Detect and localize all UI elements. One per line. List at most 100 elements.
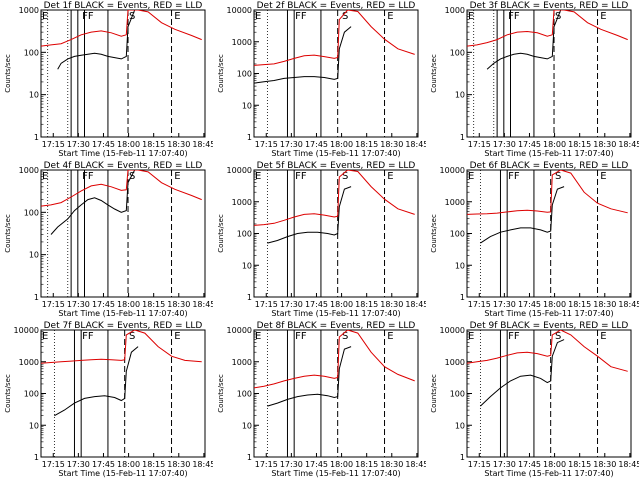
- events-series-line: [50, 170, 136, 235]
- x-tick-label: 17:30: [280, 300, 303, 309]
- x-tick-label: 18:30: [167, 460, 190, 469]
- y-axis-label: Counts/sec: [4, 374, 12, 413]
- y-tick-label: 100: [24, 390, 39, 399]
- x-tick-label: 18:00: [543, 140, 566, 149]
- x-tick-label: 18:00: [330, 140, 353, 149]
- y-tick-label: 10: [29, 421, 39, 430]
- x-tick-label: 17:15: [468, 140, 491, 149]
- y-tick-label: 1000: [232, 198, 252, 207]
- flag-label: E: [468, 331, 474, 342]
- lld-series-line: [41, 170, 202, 207]
- x-axis-label: Start Time (15-Feb-11 17:07:40): [484, 309, 613, 318]
- y-axis-label: Counts/sec: [217, 54, 225, 93]
- y-tick-label: 10: [29, 91, 39, 100]
- x-axis-label: Start Time (15-Feb-11 17:07:40): [271, 469, 400, 478]
- detector-panel-1: Det 1f BLACK = Events, RED = LLD 1 10 100 10…: [4, 1, 213, 158]
- x-tick-label: 18:45: [405, 140, 426, 149]
- x-tick-label: 17:15: [42, 140, 65, 149]
- y-tick-label: 1000: [19, 6, 39, 15]
- y-tick-label: 10000: [227, 326, 252, 335]
- y-axis-label: Counts/sec: [4, 54, 12, 93]
- panel-title: Det 5f BLACK = Events, RED = LLD: [257, 161, 416, 171]
- y-tick-label: 1: [460, 133, 465, 142]
- flag-label: FF: [82, 331, 94, 342]
- x-tick-label: 18:00: [543, 300, 566, 309]
- events-series-line: [267, 346, 352, 407]
- x-tick-label: 17:15: [42, 460, 65, 469]
- x-tick-label: 18:45: [618, 300, 639, 309]
- y-tick-label: 100: [450, 48, 465, 57]
- panel-title: Det 2f BLACK = Events, RED = LLD: [257, 1, 416, 11]
- y-tick-label: 100: [237, 390, 252, 399]
- flag-label: E: [42, 171, 48, 182]
- x-tick-label: 18:15: [568, 300, 591, 309]
- x-tick-label: 18:00: [117, 300, 140, 309]
- flag-label: E: [174, 11, 180, 22]
- plot-frame: [466, 9, 632, 138]
- flag-label: FF: [508, 171, 520, 182]
- x-axis-label: Start Time (15-Feb-11 17:07:40): [271, 309, 400, 318]
- x-axis-label: Start Time (15-Feb-11 17:07:40): [271, 149, 400, 158]
- x-tick-label: 18:15: [355, 300, 378, 309]
- x-tick-label: 17:45: [92, 460, 115, 469]
- plot-frame: [466, 329, 632, 458]
- x-tick-label: 17:45: [305, 300, 328, 309]
- flag-label: FF: [508, 331, 520, 342]
- x-tick-label: 17:45: [305, 140, 328, 149]
- y-axis-label: Counts/sec: [430, 54, 438, 93]
- y-tick-label: 1: [247, 133, 252, 142]
- plot-frame: [40, 169, 206, 298]
- x-tick-label: 18:15: [568, 140, 591, 149]
- flag-label: FF: [295, 171, 307, 182]
- lld-series-line: [467, 170, 628, 215]
- x-tick-label: 18:30: [380, 140, 403, 149]
- x-tick-label: 17:45: [518, 460, 541, 469]
- x-tick-label: 18:45: [618, 460, 639, 469]
- detector-panel-4: Det 4f BLACK = Events, RED = LLD 1 10 100 10…: [4, 161, 213, 318]
- flag-label: E: [42, 331, 48, 342]
- panel-title: Det 6f BLACK = Events, RED = LLD: [470, 161, 629, 171]
- flag-label: E: [600, 331, 606, 342]
- x-tick-label: 17:45: [518, 300, 541, 309]
- x-tick-label: 17:15: [255, 140, 278, 149]
- y-axis-label: Counts/sec: [4, 214, 12, 253]
- flag-label: FF: [508, 11, 520, 22]
- y-tick-label: 1: [34, 133, 39, 142]
- flag-label: E: [387, 171, 393, 182]
- x-tick-label: 18:45: [618, 140, 639, 149]
- lld-series-line: [254, 10, 415, 66]
- y-tick-label: 1000: [445, 358, 465, 367]
- y-tick-label: 10: [242, 101, 252, 110]
- flag-label: FF: [82, 11, 94, 22]
- y-axis-label: Counts/sec: [217, 374, 225, 413]
- y-tick-label: 1: [247, 453, 252, 462]
- y-tick-label: 10000: [440, 166, 465, 175]
- plot-frame: [253, 329, 419, 458]
- flag-label: E: [255, 331, 261, 342]
- x-tick-label: 17:30: [67, 140, 90, 149]
- x-tick-label: 18:15: [355, 460, 378, 469]
- lld-series-line: [467, 330, 628, 372]
- x-tick-label: 17:30: [67, 300, 90, 309]
- panel-title: Det 9f BLACK = Events, RED = LLD: [470, 321, 629, 331]
- x-tick-label: 18:15: [142, 460, 165, 469]
- x-tick-label: 18:15: [142, 140, 165, 149]
- events-series-line: [480, 186, 565, 244]
- events-series-line: [480, 339, 565, 407]
- lld-series-line: [254, 170, 415, 226]
- x-tick-label: 17:45: [92, 300, 115, 309]
- y-tick-label: 10: [455, 91, 465, 100]
- y-tick-label: 10000: [14, 326, 39, 335]
- y-tick-label: 1000: [445, 6, 465, 15]
- flag-label: S: [342, 11, 348, 22]
- x-tick-label: 18:30: [380, 460, 403, 469]
- x-tick-label: 18:45: [192, 140, 213, 149]
- detector-panel-3: Det 3f BLACK = Events, RED = LLD 1 10 100 10…: [430, 1, 639, 158]
- y-tick-label: 1000: [445, 198, 465, 207]
- flag-label: FF: [82, 171, 94, 182]
- plot-frame: [253, 169, 419, 298]
- y-tick-label: 10: [242, 261, 252, 270]
- x-tick-label: 17:15: [255, 300, 278, 309]
- y-tick-label: 1000: [19, 358, 39, 367]
